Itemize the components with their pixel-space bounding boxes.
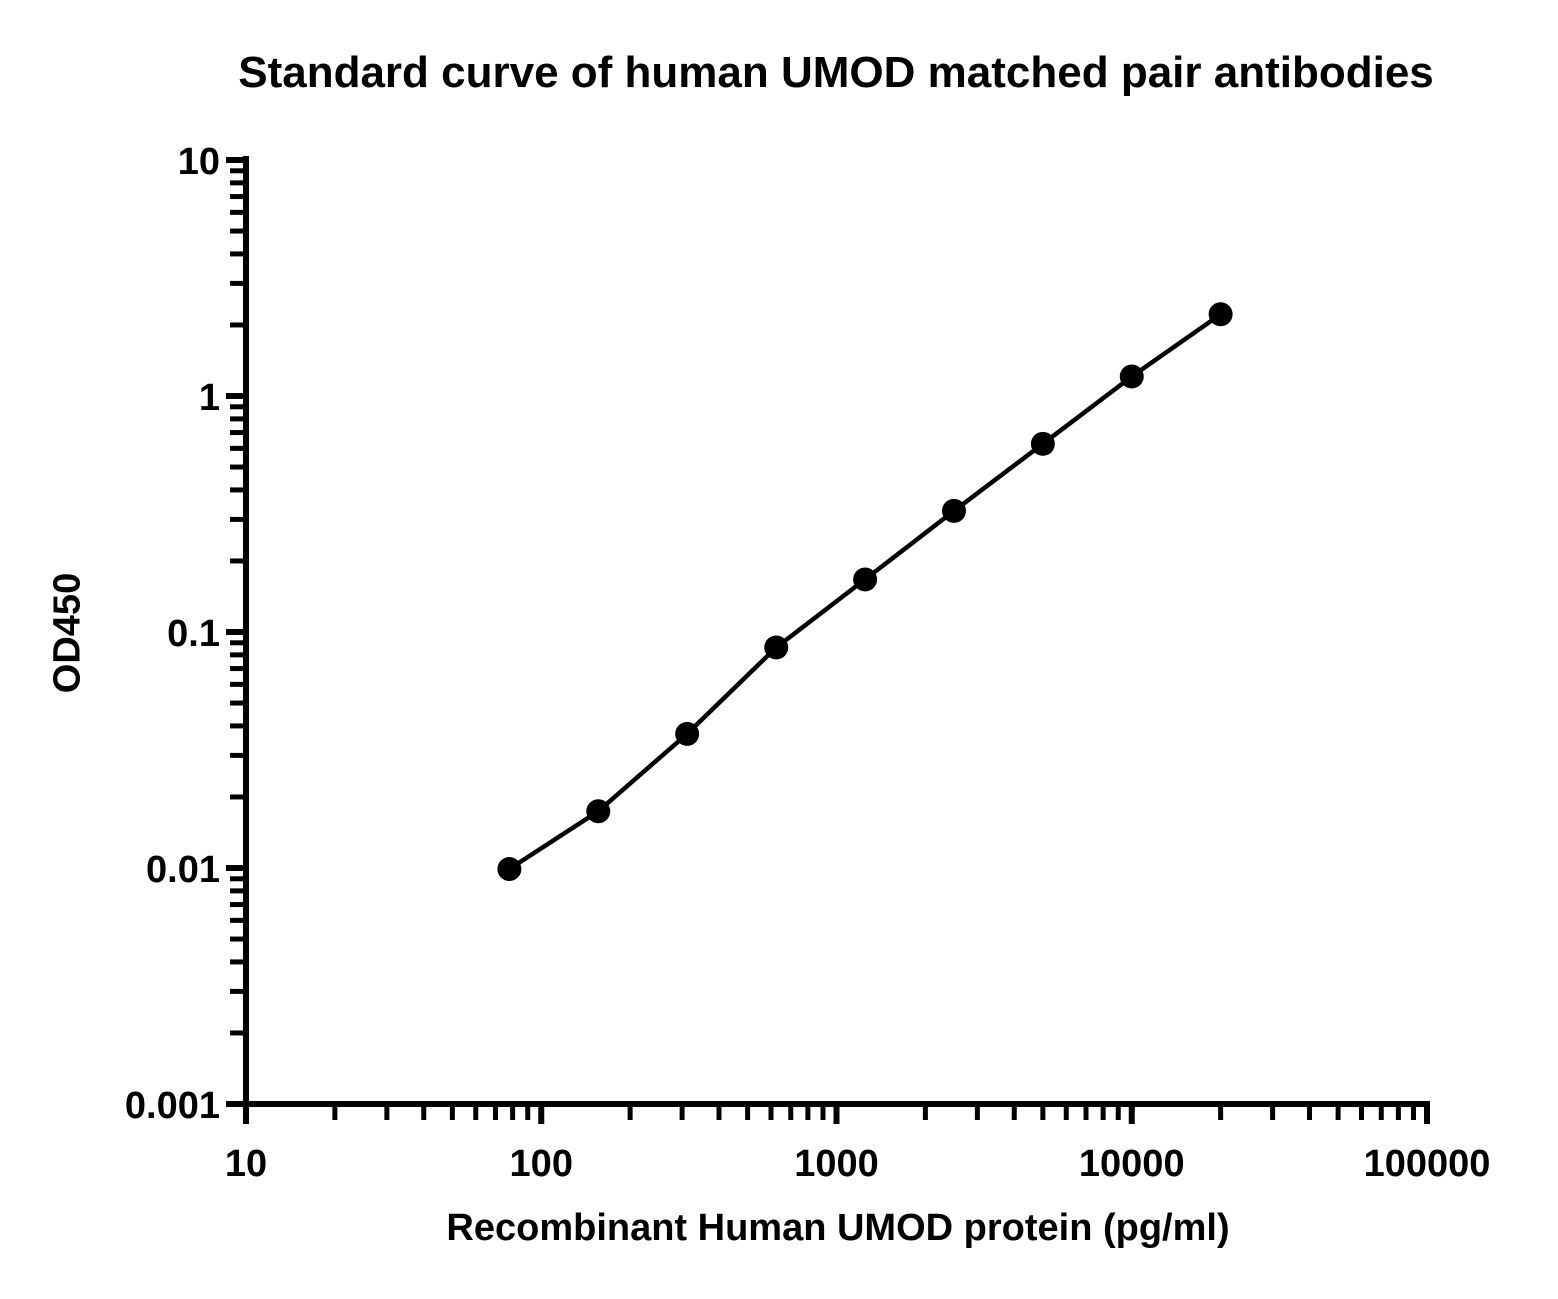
x-tick-label: 10 bbox=[225, 1143, 267, 1185]
y-tick-label: 0.001 bbox=[125, 1085, 220, 1127]
chart-title: Standard curve of human UMOD matched pai… bbox=[238, 48, 1434, 97]
data-point bbox=[941, 498, 966, 523]
data-point bbox=[1119, 364, 1144, 389]
data-point bbox=[764, 635, 789, 660]
x-axis-label: Recombinant Human UMOD protein (pg/ml) bbox=[446, 1207, 1230, 1249]
series-line bbox=[508, 312, 1222, 871]
data-point bbox=[853, 567, 878, 592]
data-point bbox=[497, 857, 522, 882]
data-point bbox=[1030, 431, 1055, 456]
x-tick-label: 1000 bbox=[794, 1143, 879, 1185]
data-point bbox=[1208, 302, 1233, 327]
y-tick-label: 10 bbox=[178, 141, 220, 183]
data-point bbox=[586, 799, 611, 824]
x-tick-label: 100 bbox=[510, 1143, 573, 1185]
x-tick-label: 10000 bbox=[1079, 1143, 1185, 1185]
y-tick-label: 0.01 bbox=[146, 849, 220, 891]
data-point bbox=[675, 721, 700, 746]
y-tick-label: 0.1 bbox=[167, 613, 220, 655]
y-tick-label: 1 bbox=[199, 377, 220, 419]
x-tick-label: 100000 bbox=[1364, 1143, 1491, 1185]
y-axis-label: OD450 bbox=[46, 572, 89, 694]
